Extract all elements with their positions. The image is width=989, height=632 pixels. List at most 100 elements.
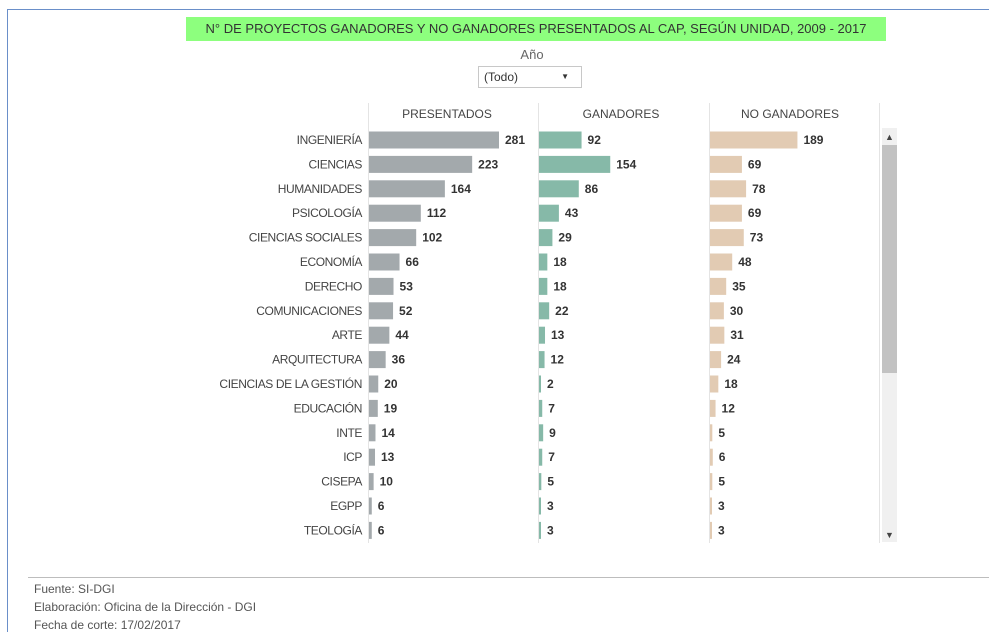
bar-no-ganadores-egpp[interactable] [710, 497, 712, 515]
bar-presentados-egpp[interactable] [369, 497, 372, 515]
value-label-presentados-economia: 66 [406, 255, 420, 269]
frame-left-border [7, 9, 8, 632]
bar-ganadores-arquitectura[interactable] [539, 351, 545, 369]
category-label-humanidades: HUMANIDADES [278, 182, 363, 196]
bar-no-ganadores-arte[interactable] [710, 326, 725, 344]
value-label-no-ganadores-ingenieria: 189 [803, 133, 823, 147]
value-label-no-ganadores-egpp: 3 [718, 499, 725, 513]
bar-ganadores-comunicaciones[interactable] [539, 302, 550, 320]
bar-presentados-humanidades[interactable] [369, 180, 445, 198]
scroll-down-icon[interactable]: ▼ [885, 530, 894, 540]
bar-presentados-ciencias-de-la-gestion[interactable] [369, 375, 379, 393]
bar-presentados-inte[interactable] [369, 424, 376, 442]
bar-presentados-ciencias-sociales[interactable] [369, 229, 417, 247]
value-label-ganadores-arquitectura: 12 [551, 353, 565, 367]
bar-ganadores-teologia[interactable] [539, 521, 541, 539]
bar-presentados-ciencias[interactable] [369, 155, 473, 173]
bar-no-ganadores-economia[interactable] [710, 253, 733, 271]
bar-no-ganadores-humanidades[interactable] [710, 180, 747, 198]
category-label-icp: ICP [343, 450, 362, 464]
bar-no-ganadores-ciencias-de-la-gestion[interactable] [710, 375, 719, 393]
bar-no-ganadores-cisepa[interactable] [710, 473, 713, 491]
bar-no-ganadores-icp[interactable] [710, 448, 713, 466]
bar-presentados-teologia[interactable] [369, 521, 372, 539]
bar-no-ganadores-ingenieria[interactable] [710, 131, 798, 149]
value-label-presentados-psicologia: 112 [427, 206, 447, 220]
value-label-ganadores-ciencias: 154 [616, 157, 636, 171]
chart-title: N° DE PROYECTOS GANADORES Y NO GANADORES… [186, 17, 886, 41]
value-label-ganadores-inte: 9 [549, 426, 556, 440]
bar-ganadores-educacion[interactable] [539, 399, 543, 417]
bar-presentados-derecho[interactable] [369, 277, 394, 295]
value-label-no-ganadores-icp: 6 [719, 450, 726, 464]
bar-presentados-psicologia[interactable] [369, 204, 421, 222]
bar-ganadores-ciencias-sociales[interactable] [539, 229, 553, 247]
category-label-economia: ECONOMÍA [300, 254, 363, 269]
bar-ganadores-icp[interactable] [539, 448, 543, 466]
bar-ganadores-ingenieria[interactable] [539, 131, 582, 149]
header-no-ganadores: NO GANADORES [740, 107, 839, 121]
category-label-educacion: EDUCACIÓN [294, 400, 362, 415]
bar-no-ganadores-ciencias-sociales[interactable] [710, 229, 744, 247]
value-label-presentados-icp: 13 [381, 450, 395, 464]
bar-presentados-arquitectura[interactable] [369, 351, 386, 369]
bar-ganadores-psicologia[interactable] [539, 204, 559, 222]
category-label-egpp: EGPP [330, 499, 362, 513]
value-label-ganadores-humanidades: 86 [585, 182, 599, 196]
footer-cutoff-date: Fecha de corte: 17/02/2017 [34, 618, 181, 632]
value-label-no-ganadores-ciencias-de-la-gestion: 18 [724, 377, 738, 391]
value-label-no-ganadores-cisepa: 5 [718, 475, 725, 489]
value-label-no-ganadores-ciencias-sociales: 73 [750, 231, 764, 245]
scroll-up-icon[interactable]: ▲ [885, 132, 894, 142]
bar-presentados-economia[interactable] [369, 253, 400, 271]
bar-no-ganadores-educacion[interactable] [710, 399, 716, 417]
bar-presentados-arte[interactable] [369, 326, 390, 344]
bar-presentados-cisepa[interactable] [369, 473, 374, 491]
value-label-ganadores-ciencias-sociales: 29 [558, 231, 572, 245]
header-ganadores: GANADORES [582, 107, 660, 121]
value-label-presentados-teologia: 6 [378, 523, 385, 537]
year-filter-dropdown[interactable]: (Todo) ▼ [478, 66, 582, 88]
value-label-ganadores-educacion: 7 [548, 401, 555, 415]
bar-presentados-icp[interactable] [369, 448, 376, 466]
bar-ganadores-egpp[interactable] [539, 497, 541, 515]
category-label-inte: INTE [336, 426, 362, 440]
value-label-ganadores-egpp: 3 [547, 499, 554, 513]
bar-presentados-comunicaciones[interactable] [369, 302, 394, 320]
bar-no-ganadores-ciencias[interactable] [710, 155, 742, 173]
bar-no-ganadores-derecho[interactable] [710, 277, 727, 295]
bar-no-ganadores-comunicaciones[interactable] [710, 302, 724, 320]
value-label-ganadores-cisepa: 5 [547, 475, 554, 489]
value-label-presentados-inte: 14 [381, 426, 395, 440]
bar-ganadores-ciencias-de-la-gestion[interactable] [539, 375, 541, 393]
bar-ganadores-ciencias[interactable] [539, 155, 611, 173]
bar-no-ganadores-psicologia[interactable] [710, 204, 742, 222]
value-label-no-ganadores-arquitectura: 24 [727, 353, 741, 367]
bar-presentados-educacion[interactable] [369, 399, 378, 417]
footer-source: Fuente: SI-DGI [34, 582, 115, 596]
bar-ganadores-inte[interactable] [539, 424, 544, 442]
value-label-ganadores-derecho: 18 [553, 279, 567, 293]
bar-no-ganadores-teologia[interactable] [710, 521, 712, 539]
bar-ganadores-arte[interactable] [539, 326, 546, 344]
bar-ganadores-economia[interactable] [539, 253, 548, 271]
bar-no-ganadores-arquitectura[interactable] [710, 351, 722, 369]
column-separator-ganadores [538, 103, 539, 543]
year-filter-label: Año [520, 47, 544, 62]
bar-ganadores-derecho[interactable] [539, 277, 548, 295]
value-label-presentados-arte: 44 [395, 328, 409, 342]
value-label-no-ganadores-humanidades: 78 [752, 182, 766, 196]
scrollbar-thumb[interactable] [882, 145, 897, 373]
value-label-no-ganadores-inte: 5 [718, 426, 725, 440]
category-label-ciencias: CIENCIAS [309, 157, 363, 171]
value-label-no-ganadores-derecho: 35 [732, 279, 746, 293]
bar-no-ganadores-inte[interactable] [710, 424, 713, 442]
bar-ganadores-cisepa[interactable] [539, 473, 542, 491]
chevron-down-icon: ▼ [561, 72, 569, 81]
value-label-ganadores-psicologia: 43 [565, 206, 579, 220]
value-label-presentados-humanidades: 164 [451, 182, 471, 196]
year-filter-value: (Todo) [484, 70, 519, 84]
category-label-psicologia: PSICOLOGÍA [292, 205, 362, 220]
bar-ganadores-humanidades[interactable] [539, 180, 579, 198]
bar-presentados-ingenieria[interactable] [369, 131, 499, 149]
